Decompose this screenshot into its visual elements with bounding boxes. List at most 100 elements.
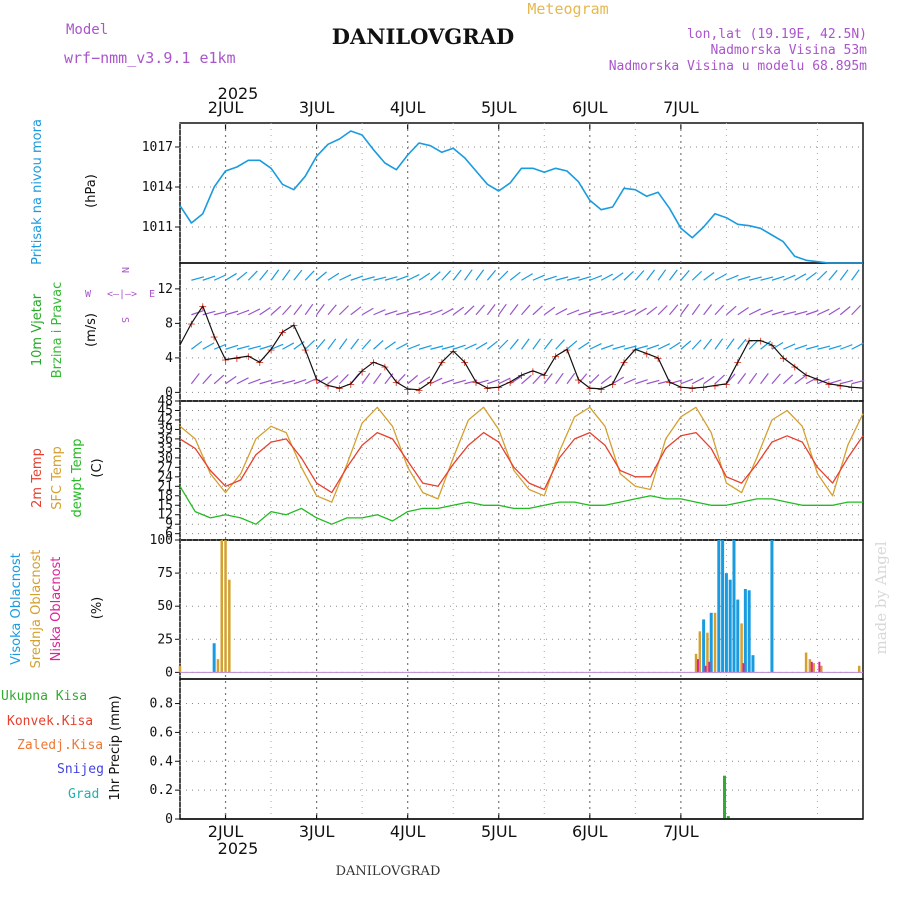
wind-barb: [418, 376, 431, 385]
wind-barb: [418, 344, 432, 350]
grid-lines: [179, 123, 863, 820]
precip-total-bar: [723, 775, 727, 819]
wind-barb: [225, 310, 239, 316]
wind-barb: [361, 372, 371, 385]
precip-legend-total: Ukupna Kisa: [1, 689, 87, 704]
wind-barb: [282, 379, 296, 385]
wind-barb: [669, 341, 681, 350]
wind-barb: [851, 304, 862, 316]
y-tick-label: 12: [157, 282, 173, 297]
pressure-unit: (hPa): [84, 174, 99, 208]
wind-barb: [213, 274, 227, 281]
y-tick-label: 8: [165, 316, 173, 331]
wind-barb: [441, 270, 452, 281]
wind-barb: [452, 269, 462, 281]
wind-barb: [521, 374, 532, 385]
wind-barb: [316, 376, 328, 385]
precip-legend: Ukupna Kisa Konvek.Kisa Zaledj.Kisa Snij…: [1, 689, 104, 802]
wind-barb: [840, 344, 853, 350]
y-tick-label: 0.4: [150, 754, 174, 769]
wind-barb: [259, 344, 273, 350]
wind-barb: [202, 342, 215, 350]
cloud-mid-bar: [178, 665, 182, 673]
cloud-high-bar: [212, 643, 216, 673]
wind-barb: [839, 306, 851, 316]
wind-barb: [464, 343, 477, 350]
y-tick-label: 1011: [142, 220, 173, 235]
temp2m-ylabel: 2m Temp: [30, 448, 45, 508]
wind-barb: [248, 345, 262, 350]
pressure-ylabel: Pritisak na nivou mora: [30, 119, 45, 265]
wind-barb: [396, 310, 410, 316]
wind-barb: [202, 275, 216, 281]
wind-barb: [543, 306, 556, 316]
wind-barb: [600, 375, 612, 385]
wind-barb: [691, 270, 703, 281]
wind-barb: [691, 377, 705, 385]
wind-barb: [725, 338, 735, 350]
wind-barb: [304, 303, 314, 316]
y-tick-label: 75: [157, 566, 173, 581]
wind-barb: [338, 374, 349, 385]
wind-barb: [202, 373, 212, 385]
wind-barb: [703, 375, 715, 385]
wind-barb: [270, 343, 284, 350]
wind-barb: [748, 339, 759, 350]
wind-barb: [418, 272, 431, 281]
cloud-high-bar: [770, 540, 774, 673]
y-tick-label: 1017: [142, 140, 173, 155]
wind-barb: [213, 374, 225, 385]
y-tick-label: 4: [165, 351, 173, 366]
wind-barb: [350, 338, 360, 350]
wind-barb: [783, 343, 796, 350]
wind-barb: [714, 304, 725, 316]
y-tick-label: 25: [157, 632, 173, 647]
cloud-high-bar: [724, 573, 728, 673]
wind-barb: [475, 304, 485, 316]
wind-barb: [851, 269, 860, 281]
cloud-high-bar: [717, 540, 721, 673]
wind-barb: [407, 310, 421, 316]
wind-barb: [555, 276, 569, 281]
y-tick-label: 0: [165, 665, 173, 680]
wind-barb: [783, 274, 796, 281]
precip-panel-frame: [179, 678, 864, 820]
wind-barb: [566, 309, 580, 316]
wind-barb: [327, 272, 340, 281]
station-title: DANILOVGRAD: [332, 24, 514, 49]
wind-barb: [646, 269, 656, 281]
wind-barb: [373, 372, 382, 385]
y-tick-label: 30: [157, 451, 173, 466]
wind-barb: [555, 339, 565, 350]
wind-barb: [737, 338, 747, 350]
wind-barb: [316, 338, 326, 350]
date-tick-top: 6JUL: [572, 98, 608, 117]
wind-barb: [646, 306, 658, 316]
wind-barb: [612, 310, 626, 316]
wind-barb: [338, 305, 350, 316]
temp2m-line: [179, 431, 864, 494]
wind-barb: [498, 303, 507, 316]
date-tick-top: 2JUL: [208, 98, 244, 117]
wind-barb: [612, 376, 625, 385]
cloud-mid-bar: [812, 663, 815, 673]
wind-barb: [646, 344, 660, 350]
cloud-high-bar: [736, 599, 740, 673]
wind-barb: [635, 345, 649, 350]
y-tick-label: 39: [157, 422, 173, 437]
cloud-mid-bar: [220, 540, 223, 673]
wind-barb: [248, 378, 261, 385]
wind-barb: [418, 310, 432, 316]
wind-barb: [760, 372, 769, 385]
cloud-low-bar: [708, 661, 711, 673]
cloud-low-bar: [818, 661, 821, 673]
precip-legend-snow: Snijeg: [57, 762, 104, 777]
date-tick-bottom: 3JUL: [299, 822, 335, 841]
wind-barb: [441, 378, 455, 385]
cloud-high-bar: [747, 590, 751, 673]
wind-barb: [828, 307, 841, 316]
wind-barb: [794, 375, 806, 385]
cloud-high-bar: [721, 540, 725, 673]
wind-barb: [726, 274, 739, 281]
wind-barb: [247, 270, 258, 281]
